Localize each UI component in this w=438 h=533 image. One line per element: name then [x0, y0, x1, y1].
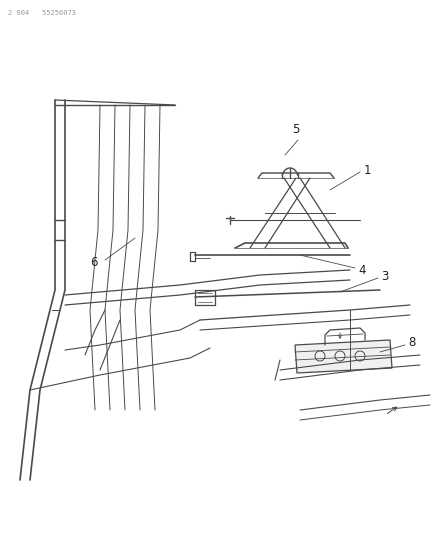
Text: 4: 4 [357, 263, 365, 277]
Text: 8: 8 [407, 336, 414, 350]
Polygon shape [294, 340, 391, 373]
Text: 1: 1 [363, 164, 371, 176]
Text: 2 004   55256073: 2 004 55256073 [8, 10, 76, 16]
Text: 5: 5 [292, 123, 299, 136]
Text: 3: 3 [380, 271, 388, 284]
Text: 6: 6 [90, 256, 98, 270]
